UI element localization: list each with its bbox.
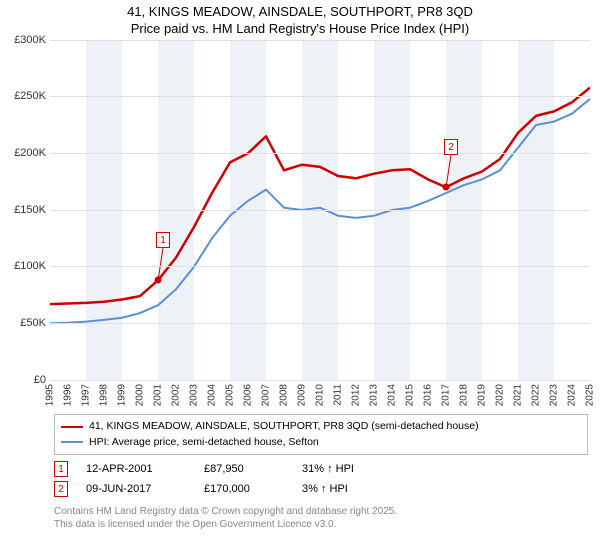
series-hpi: [50, 99, 590, 323]
footer-line2: This data is licensed under the Open Gov…: [54, 518, 588, 531]
note-date: 09-JUN-2017: [86, 483, 186, 495]
legend-row: HPI: Average price, semi-detached house,…: [61, 435, 581, 451]
x-axis-label: 1999: [117, 384, 128, 406]
x-axis-label: 2006: [243, 384, 254, 406]
x-axis-label: 2002: [171, 384, 182, 406]
legend-swatch: [61, 426, 83, 428]
x-axis-label: 1996: [63, 384, 74, 406]
x-axis-label: 2009: [297, 384, 308, 406]
plot-area: 12: [50, 40, 590, 380]
note-delta: 3% ↑ HPI: [302, 483, 348, 495]
note-row: 1 12-APR-2001 £87,950 31% ↑ HPI: [54, 461, 588, 477]
legend-label: 41, KINGS MEADOW, AINSDALE, SOUTHPORT, P…: [89, 419, 479, 435]
gridline: [50, 96, 590, 97]
x-axis-label: 2021: [513, 384, 524, 406]
x-axis-label: 2015: [405, 384, 416, 406]
title-line1: 41, KINGS MEADOW, AINSDALE, SOUTHPORT, P…: [0, 4, 600, 21]
note-delta: 31% ↑ HPI: [302, 463, 354, 475]
x-axis-label: 2005: [225, 384, 236, 406]
note-marker: 1: [54, 461, 68, 477]
y-axis-label: £100K: [14, 260, 46, 272]
chart-title: 41, KINGS MEADOW, AINSDALE, SOUTHPORT, P…: [0, 0, 600, 40]
x-axis-label: 2012: [351, 384, 362, 406]
sale-notes: 1 12-APR-2001 £87,950 31% ↑ HPI 2 09-JUN-2017…: [54, 461, 588, 501]
x-axis-label: 2022: [531, 384, 542, 406]
note-marker: 2: [54, 481, 68, 497]
legend: 41, KINGS MEADOW, AINSDALE, SOUTHPORT, P…: [54, 414, 588, 456]
legend-swatch: [61, 441, 83, 443]
note-price: £170,000: [204, 483, 284, 495]
gridline: [50, 323, 590, 324]
footer: Contains HM Land Registry data © Crown c…: [54, 505, 588, 531]
x-axis-label: 1997: [81, 384, 92, 406]
chart: 12 £0£50K£100K£150K£200K£250K£300K199519…: [50, 40, 590, 410]
y-axis-label: £300K: [14, 34, 46, 46]
x-axis-label: 2014: [387, 384, 398, 406]
x-axis-label: 2008: [279, 384, 290, 406]
gridline: [50, 40, 590, 41]
sale-marker-2: 2: [444, 139, 458, 155]
note-date: 12-APR-2001: [86, 463, 186, 475]
y-axis-label: £200K: [14, 147, 46, 159]
x-axis-label: 2018: [459, 384, 470, 406]
x-axis-label: 2001: [153, 384, 164, 406]
sale-point-2: [443, 184, 450, 191]
y-axis-label: £150K: [14, 204, 46, 216]
x-axis-label: 1995: [45, 384, 56, 406]
x-axis-label: 2019: [477, 384, 488, 406]
x-axis-label: 2013: [369, 384, 380, 406]
title-line2: Price paid vs. HM Land Registry's House …: [0, 21, 600, 38]
x-axis-label: 2011: [333, 384, 344, 406]
x-axis-label: 2007: [261, 384, 272, 406]
series-price_paid: [50, 87, 590, 304]
y-axis-label: £250K: [14, 90, 46, 102]
x-axis-label: 2004: [207, 384, 218, 406]
gridline: [50, 266, 590, 267]
sale-point-1: [155, 277, 162, 284]
x-axis-label: 2017: [441, 384, 452, 406]
x-axis-label: 2010: [315, 384, 326, 406]
x-axis-label: 2025: [585, 384, 596, 406]
x-axis-label: 2024: [567, 384, 578, 406]
x-axis-label: 2000: [135, 384, 146, 406]
note-row: 2 09-JUN-2017 £170,000 3% ↑ HPI: [54, 481, 588, 497]
gridline: [50, 210, 590, 211]
x-axis-label: 2023: [549, 384, 560, 406]
legend-label: HPI: Average price, semi-detached house,…: [89, 435, 319, 451]
footer-line1: Contains HM Land Registry data © Crown c…: [54, 505, 588, 518]
x-axis-label: 2016: [423, 384, 434, 406]
gridline: [50, 153, 590, 154]
y-axis-label: £50K: [20, 317, 46, 329]
gridline: [50, 380, 590, 381]
x-axis-label: 2003: [189, 384, 200, 406]
note-price: £87,950: [204, 463, 284, 475]
sale-marker-1: 1: [156, 232, 170, 248]
legend-row: 41, KINGS MEADOW, AINSDALE, SOUTHPORT, P…: [61, 419, 581, 435]
x-axis-label: 2020: [495, 384, 506, 406]
x-axis-label: 1998: [99, 384, 110, 406]
